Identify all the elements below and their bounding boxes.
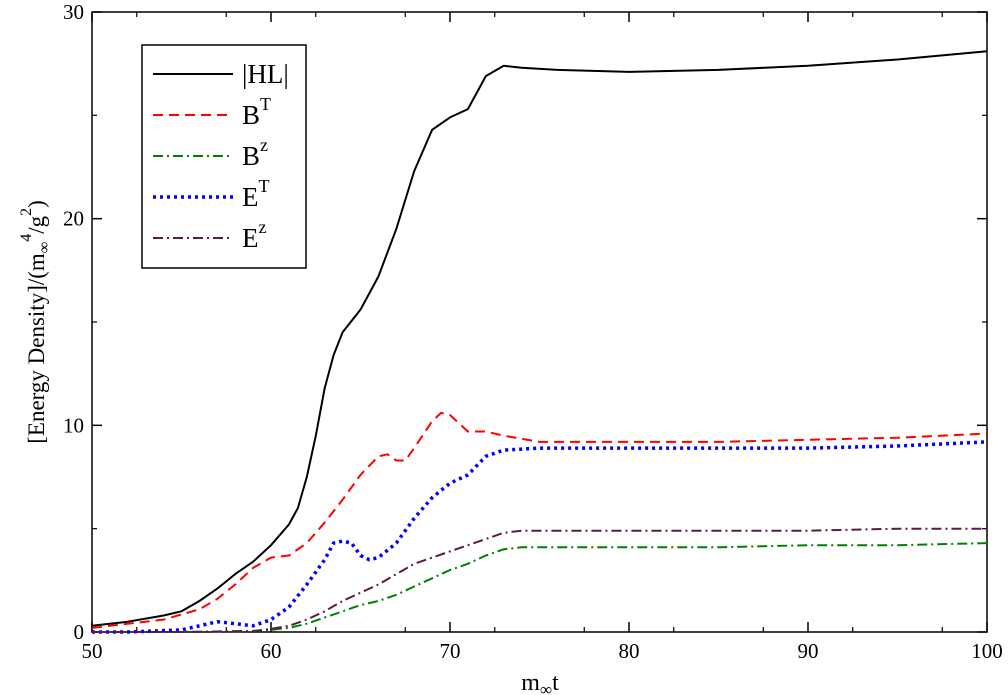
legend-label-sup: T (259, 176, 270, 196)
x-tick-label: 90 (798, 639, 819, 663)
legend-label-1: |HL| (242, 59, 289, 89)
x-axis-label-sub: ∞ (540, 680, 552, 695)
legend-label-sup: T (260, 94, 271, 114)
series-line-4 (92, 440, 988, 634)
series-line-1 (91, 50, 988, 627)
y-tick-label: 30 (63, 0, 84, 24)
legend-label-main: E (242, 223, 259, 253)
x-axis-label-tail: t (552, 670, 559, 695)
x-tick-label: 70 (440, 639, 461, 663)
y-axis-label-sup1: 4 (18, 234, 35, 242)
series-layer (91, 50, 988, 634)
legend-label-sup: z (259, 217, 267, 237)
x-tick-label: 80 (619, 639, 640, 663)
x-axis-label-main: m (521, 670, 540, 695)
series-line-3 (92, 542, 988, 633)
y-axis-label-sup2: 2 (18, 208, 35, 216)
x-axis-label: m∞t (521, 670, 559, 695)
legend-label-sup: z (260, 135, 268, 155)
x-tick-label: 50 (82, 639, 103, 663)
legend-label-main: |HL| (242, 59, 289, 89)
legend-label-5: Ez (242, 217, 267, 253)
legend-label-main: E (242, 182, 259, 212)
y-tick-label: 0 (74, 620, 85, 644)
legend-label-main: B (242, 100, 260, 130)
x-tick-label: 60 (261, 639, 282, 663)
series-line-5 (92, 527, 987, 633)
legend-label-2: BT (242, 94, 271, 130)
y-axis-label-sub: ∞ (36, 242, 53, 253)
y-tick-label: 20 (63, 207, 84, 231)
y-axis-label-main: [Energy Density]/(m (24, 253, 49, 444)
legend-box (141, 44, 307, 269)
series-line-2 (91, 411, 988, 629)
legend-label-4: ET (242, 176, 270, 212)
y-tick-label: 10 (63, 413, 84, 437)
y-axis-label-tail: ) (24, 200, 49, 208)
legend-label-main: B (242, 141, 260, 171)
y-axis-label-mid: /g (24, 215, 49, 233)
axis-ticks: 50 60 70 80 90 100 0 10 20 30 (63, 0, 1003, 663)
y-axis-label: [Energy Density]/(m∞4/g2) (18, 200, 53, 444)
legend-label-3: Bz (242, 135, 268, 171)
x-tick-label: 100 (971, 639, 1003, 663)
